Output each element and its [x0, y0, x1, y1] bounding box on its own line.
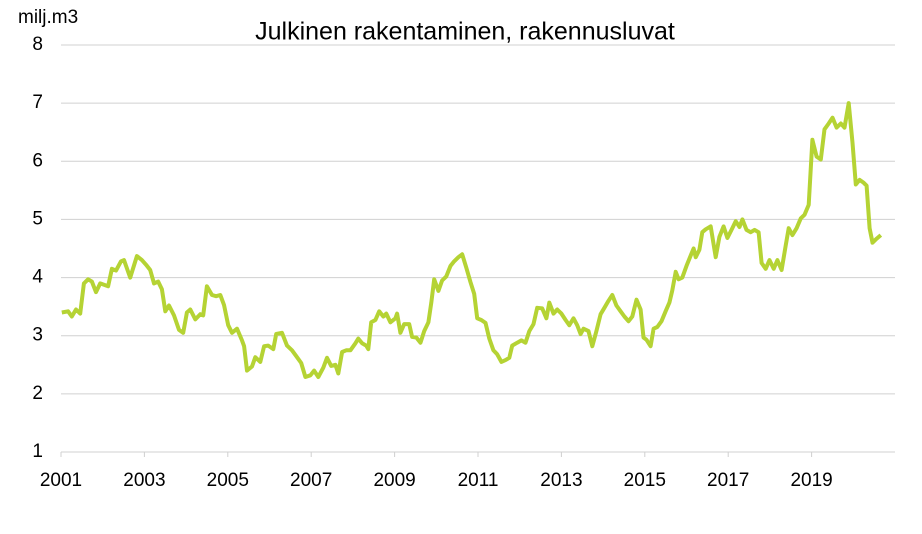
- y-tick-label: 7: [32, 92, 43, 113]
- y-tick-label: 2: [32, 383, 43, 404]
- x-tick-label: 2019: [790, 470, 832, 491]
- y-tick-label: 6: [32, 150, 43, 171]
- x-tick-label: 2005: [207, 470, 249, 491]
- y-tick-label: 3: [32, 325, 43, 346]
- x-tick-label: 2007: [290, 470, 332, 491]
- x-tick-label: 2001: [40, 470, 82, 491]
- y-tick-label: 5: [32, 208, 43, 229]
- y-tick-label: 1: [32, 441, 43, 462]
- y-tick-label: 8: [32, 34, 43, 55]
- line: [61, 101, 883, 379]
- x-tick-label: 2017: [707, 470, 749, 491]
- chart-title: Julkinen rakentaminen, rakennusluvat: [255, 18, 675, 46]
- y-tick-label: 4: [32, 267, 43, 288]
- x-tick-label: 2013: [540, 470, 582, 491]
- x-tick-label: 2003: [123, 470, 165, 491]
- x-tick-label: 2011: [458, 470, 499, 491]
- y-axis-label: milj.m3: [18, 7, 78, 28]
- x-tick-label: 2015: [624, 470, 666, 491]
- x-tick-label: 2009: [373, 470, 415, 491]
